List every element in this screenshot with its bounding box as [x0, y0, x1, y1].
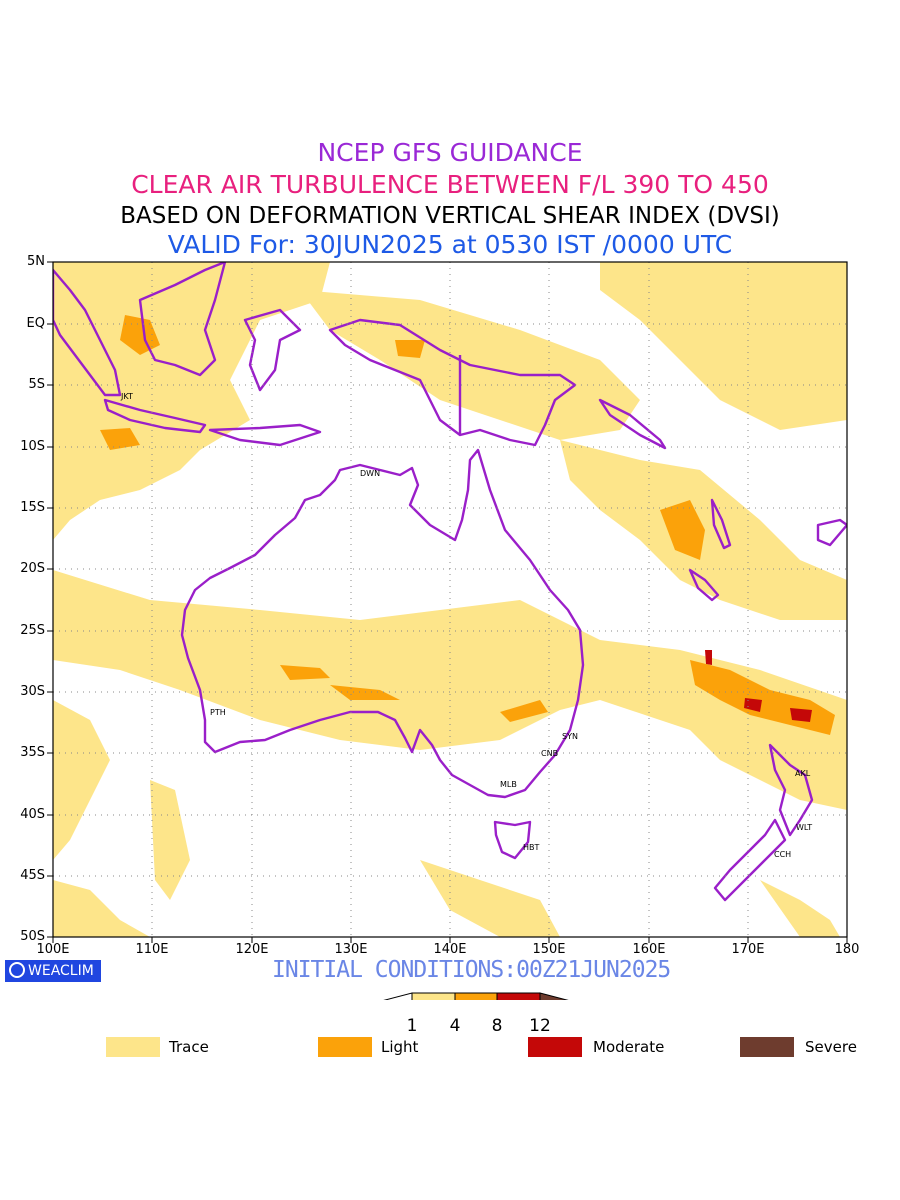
title-line-1: NCEP GFS GUIDANCE	[317, 138, 583, 167]
legend-swatch-severe	[740, 1037, 794, 1057]
lat-label-40s: 40S	[20, 807, 45, 822]
tasmania-coast	[493, 820, 532, 860]
weaclim-logo: WEACLIM	[5, 960, 101, 982]
city-label-dwn: DWN	[360, 469, 381, 478]
trace-area-nz-south	[760, 880, 840, 937]
title-line-4: VALID For: 30JUN2025 at 0530 IST /0000 U…	[167, 230, 733, 259]
light-area-central-3	[500, 700, 548, 722]
city-label-pth: PTH	[210, 708, 226, 717]
logo-ring-icon	[9, 962, 25, 978]
legend-swatch-light	[318, 1037, 372, 1057]
light-area-borneo	[120, 315, 160, 355]
grid	[53, 262, 847, 937]
moderate-areas	[705, 650, 812, 722]
lon-label-110e: 110E	[135, 942, 169, 957]
legend-label-light: Light	[381, 1038, 419, 1056]
city-label-mlb: MLB	[500, 780, 517, 789]
light-area-central-1	[280, 665, 330, 680]
colorbar-tick-4: 4	[449, 1016, 461, 1036]
light-area-coral	[660, 500, 705, 560]
vanuatu-coast	[710, 498, 732, 550]
moderate-area-tasman-3	[705, 650, 712, 665]
australia-coast	[180, 448, 585, 799]
city-label-wlt: WLT	[796, 823, 813, 832]
sumatra-coast	[53, 268, 122, 397]
turbulence-map	[47, 261, 848, 1000]
lat-label-eq: EQ	[26, 316, 45, 331]
colorbar-moderate	[496, 992, 541, 1000]
legend-swatch-moderate	[528, 1037, 582, 1057]
north-nz-coast	[768, 743, 814, 837]
lat-label-45s: 45S	[20, 868, 45, 883]
brand-label: WEACLIM	[28, 963, 94, 979]
borneo-coast	[138, 262, 227, 377]
trace-area-southern-streaks	[150, 780, 190, 900]
lat-label-25s: 25S	[20, 623, 45, 638]
city-label-hbt: HBT	[523, 843, 540, 852]
fiji-coast	[816, 518, 847, 547]
solomons-coast	[598, 398, 667, 450]
lon-label-140e: 140E	[433, 942, 467, 957]
lon-label-120e: 120E	[235, 942, 269, 957]
trace-area-central-band	[53, 570, 847, 790]
lat-label-10s: 10S	[20, 439, 45, 454]
lat-label-30s: 30S	[20, 684, 45, 699]
lat-label-35s: 35S	[20, 745, 45, 760]
lon-label-180: 180	[834, 942, 860, 957]
lat-label-50s: 50S	[20, 929, 45, 944]
axis-ticks	[47, 261, 848, 943]
lon-label-100e: 100E	[36, 942, 70, 957]
coastlines	[53, 262, 847, 902]
light-area-newguinea	[395, 340, 425, 358]
lon-label-150e: 150E	[532, 942, 566, 957]
city-label-jkt: JKT	[121, 392, 133, 401]
legend-label-trace: Trace	[169, 1038, 209, 1056]
newguinea-coast	[328, 318, 577, 447]
trace-area-pacific-north	[600, 262, 847, 430]
new-caledonia-coast	[688, 568, 720, 602]
light-area-java	[100, 428, 140, 450]
colorbar-trace	[411, 992, 456, 1000]
sulawesi-coast	[243, 308, 302, 392]
moderate-area-tasman-1	[744, 698, 762, 712]
moderate-area-tasman-2	[790, 708, 812, 722]
colorbar-tick-1: 1	[406, 1016, 418, 1036]
city-label-cnb: CNB	[541, 749, 559, 758]
initial-conditions: INITIAL CONDITIONS:00Z21JUN2025	[272, 957, 671, 983]
legend-label-severe: Severe	[805, 1038, 857, 1056]
city-label-cch: CCH	[774, 850, 792, 859]
lesser-sunda-coast	[208, 423, 322, 447]
lon-label-170e: 170E	[731, 942, 765, 957]
trace-area-tasman	[680, 700, 847, 810]
trace-area-south-east	[420, 860, 560, 937]
lat-label-5n: 5N	[27, 254, 45, 269]
title-line-2: CLEAR AIR TURBULENCE BETWEEN F/L 390 TO …	[131, 170, 769, 199]
city-label-syn: SYN	[562, 732, 578, 741]
title-line-3: BASED ON DEFORMATION VERTICAL SHEAR INDE…	[120, 203, 780, 229]
legend-label-moderate: Moderate	[593, 1038, 665, 1056]
colorbar-tick-12: 12	[529, 1016, 551, 1036]
colorbar-over-arrow	[539, 992, 569, 1000]
lat-label-5s: 5S	[28, 377, 45, 392]
city-label-akl: AKL	[795, 769, 811, 778]
lon-label-130e: 130E	[334, 942, 368, 957]
trace-area-south-ocean	[53, 880, 150, 937]
colorbar-tick-8: 8	[491, 1016, 503, 1036]
legend-swatch-trace	[106, 1037, 160, 1057]
colorbar	[383, 992, 569, 1000]
lon-label-160e: 160E	[632, 942, 666, 957]
south-nz-coast	[713, 818, 787, 902]
colorbar-under-arrow	[383, 992, 413, 1000]
colorbar-light	[454, 992, 498, 1000]
trace-area-south-west	[53, 700, 110, 860]
lat-label-20s: 20S	[20, 561, 45, 576]
lat-label-15s: 15S	[20, 500, 45, 515]
